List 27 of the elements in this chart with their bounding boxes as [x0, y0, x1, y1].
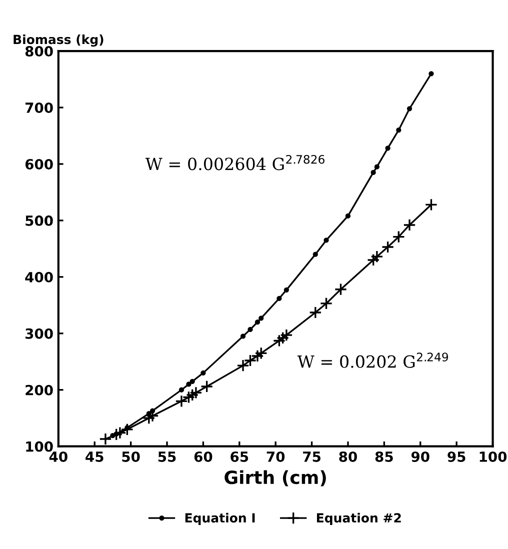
- y-tick-label: 800: [25, 46, 53, 57]
- x-tick-label: 100: [480, 451, 507, 462]
- y-tick-label: 200: [26, 384, 53, 396]
- y-axis-title: Biomass (kg): [14, 34, 104, 47]
- x-tick-label: 40: [49, 451, 68, 462]
- annotation: W = 0.0202 G$^{2.249}$: [297, 352, 448, 368]
- x-tick-label: 60: [194, 451, 212, 462]
- y-tick-label: 500: [26, 215, 53, 226]
- x-tick-label: 75: [303, 452, 320, 462]
- x-tick-label: 50: [122, 451, 140, 462]
- x-tick-label: 80: [339, 451, 357, 462]
- y-tick-label: 600: [25, 158, 53, 170]
- y-tick-label: 300: [25, 328, 53, 339]
- x-tick-label: 55: [158, 452, 176, 462]
- x-axis-title: Girth (cm): [224, 470, 326, 486]
- x-tick-label: 65: [230, 451, 248, 462]
- x-tick-label: 70: [266, 451, 285, 462]
- x-tick-label: 90: [411, 451, 430, 462]
- x-tick-label: 45: [86, 452, 104, 462]
- x-tick-label: 85: [375, 451, 393, 462]
- annotation: W = 0.002604 G$^{2.7826}$: [145, 154, 324, 170]
- y-tick-label: 700: [25, 102, 53, 113]
- y-tick-label: 100: [26, 441, 53, 452]
- y-tick-label: 400: [25, 272, 53, 282]
- legend-label: Equation #2: [316, 512, 401, 526]
- legend-label: Equation I: [185, 512, 255, 526]
- x-tick-label: 95: [448, 451, 466, 462]
